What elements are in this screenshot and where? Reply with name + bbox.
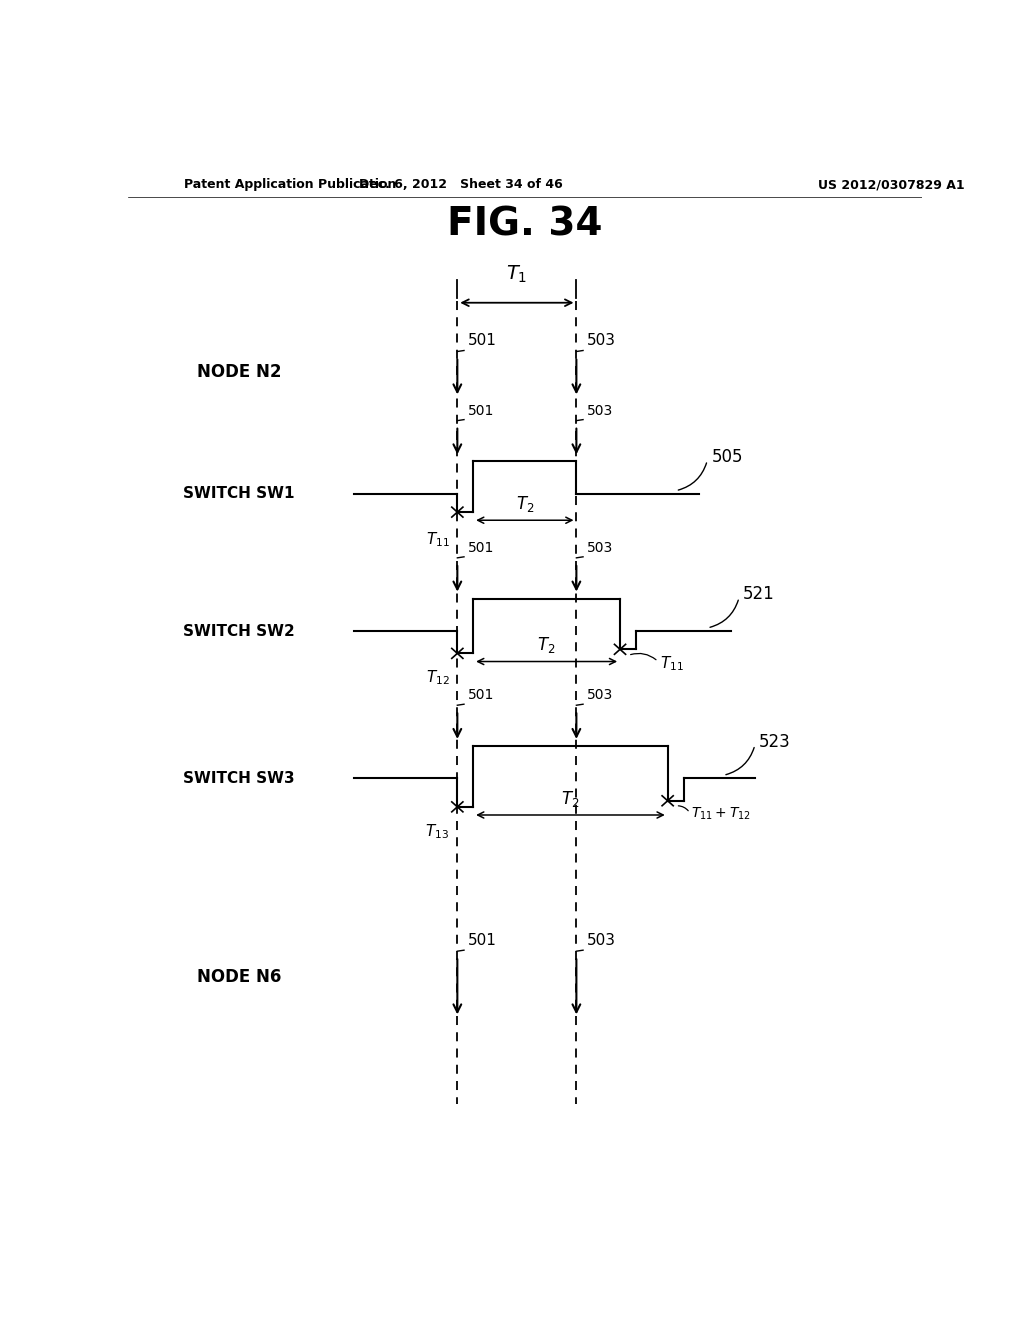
Text: 503: 503	[587, 334, 616, 348]
Text: $T_{13}$: $T_{13}$	[425, 822, 450, 841]
Text: $T_{11}$: $T_{11}$	[426, 531, 450, 549]
Text: $T_2$: $T_2$	[516, 494, 534, 515]
Text: 501: 501	[468, 541, 495, 554]
Text: $T_{12}$: $T_{12}$	[426, 669, 450, 688]
Text: SWITCH SW1: SWITCH SW1	[183, 486, 295, 502]
Text: 521: 521	[743, 586, 775, 603]
Text: NODE N6: NODE N6	[197, 968, 282, 986]
Text: 501: 501	[468, 688, 495, 702]
Text: 503: 503	[587, 541, 613, 554]
Text: $T_2$: $T_2$	[538, 635, 556, 656]
Text: Dec. 6, 2012   Sheet 34 of 46: Dec. 6, 2012 Sheet 34 of 46	[359, 178, 563, 191]
Text: 505: 505	[712, 449, 742, 466]
Text: 503: 503	[587, 933, 616, 948]
Text: 501: 501	[468, 933, 497, 948]
Text: 503: 503	[587, 404, 613, 417]
Text: 501: 501	[468, 404, 495, 417]
Text: 503: 503	[587, 688, 613, 702]
Text: FIG. 34: FIG. 34	[447, 206, 602, 243]
Text: Patent Application Publication: Patent Application Publication	[183, 178, 396, 191]
Text: $T_{11}$: $T_{11}$	[659, 655, 684, 673]
Text: $T_{11}+T_{12}$: $T_{11}+T_{12}$	[691, 805, 752, 822]
Text: SWITCH SW3: SWITCH SW3	[183, 771, 295, 785]
Text: $T_1$: $T_1$	[506, 264, 527, 285]
Text: 523: 523	[759, 733, 791, 751]
Text: SWITCH SW2: SWITCH SW2	[183, 623, 295, 639]
Text: NODE N2: NODE N2	[197, 363, 282, 381]
Text: 501: 501	[468, 334, 497, 348]
Text: $T_2$: $T_2$	[561, 789, 580, 809]
Text: US 2012/0307829 A1: US 2012/0307829 A1	[818, 178, 965, 191]
